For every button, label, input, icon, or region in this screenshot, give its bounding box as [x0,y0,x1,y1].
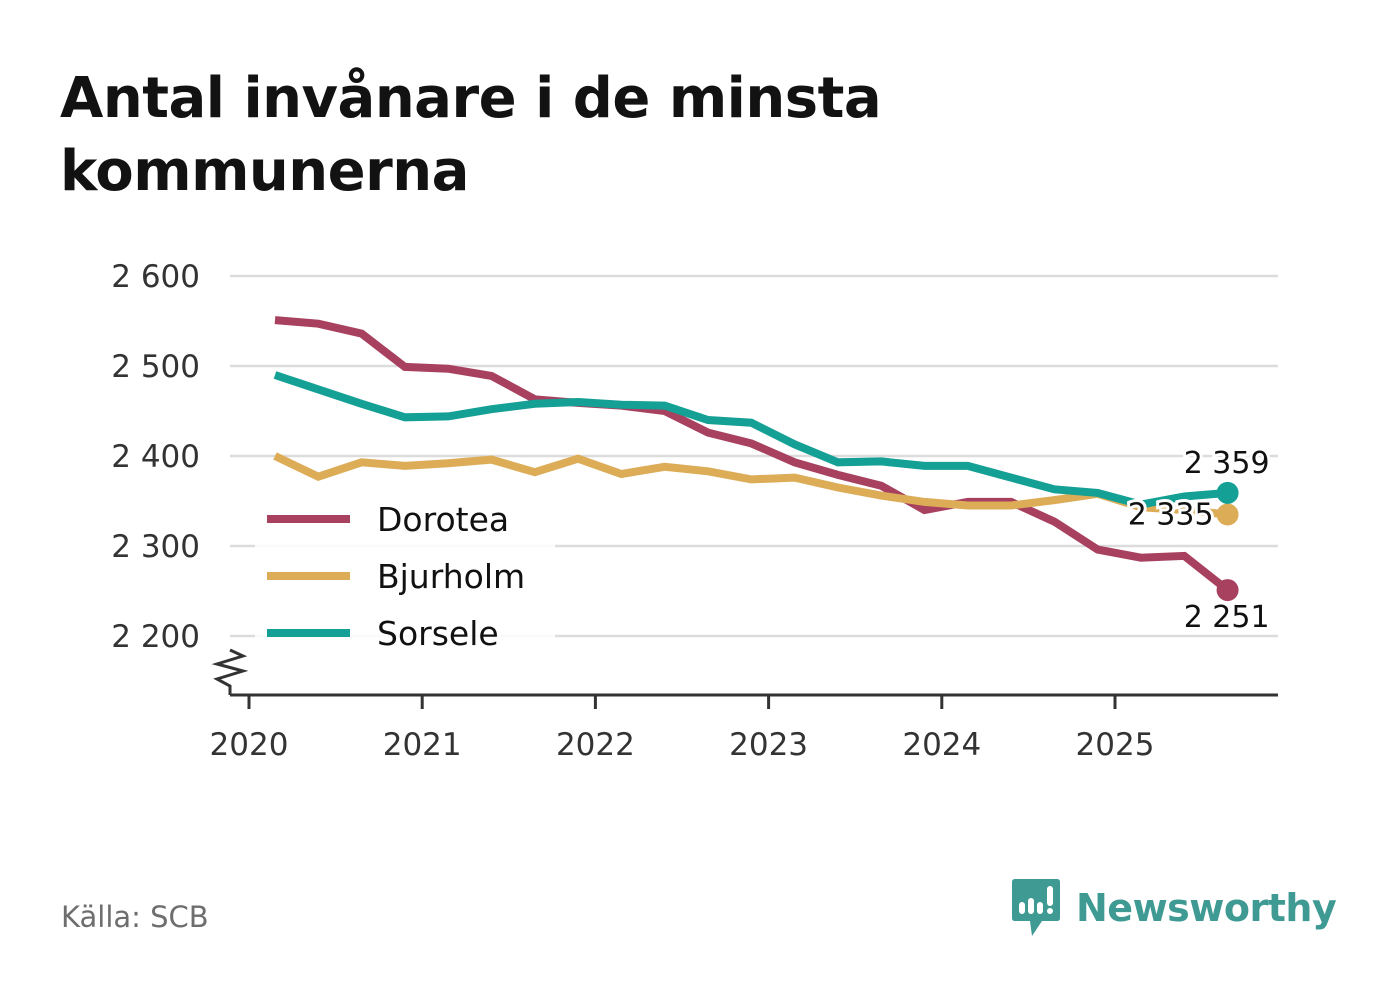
series-line-sorsele [273,371,1228,509]
legend-label: Bjurholm [377,557,525,596]
end-value-label: 2 359 [1184,446,1270,481]
end-value-label: 2 335 [1128,498,1214,533]
chart-title: Antal invånare i de minsta kommunerna [60,66,882,204]
x-tick-label: 2025 [1076,727,1155,763]
endpoint-marker-sorsele [1216,481,1239,504]
x-tick-label: 2024 [902,727,981,763]
y-tick-label: 2 500 [111,349,200,385]
series-line-bjurholm [273,452,1229,519]
end-value-label: 2 251 [1184,600,1270,635]
endpoint-marker-dorotea [1216,579,1239,602]
legend-label: Sorsele [377,614,499,653]
legend-label: Dorotea [377,500,509,539]
source-label: Källa: SCB [61,900,209,934]
brand-name: Newsworthy [1076,886,1337,930]
axis-break-icon [211,648,249,695]
x-tick-label: 2021 [383,727,462,763]
y-tick-label: 2 400 [111,439,200,475]
x-tick-label: 2023 [729,727,808,763]
newsworthy-logo-icon [1012,879,1060,936]
endpoint-marker-bjurholm [1216,503,1239,526]
x-tick-label: 2020 [210,727,289,763]
x-tick-label: 2022 [556,727,635,763]
series-line-dorotea [274,316,1231,594]
y-tick-label: 2 300 [111,529,200,565]
y-tick-label: 2 600 [111,259,200,295]
brand-logo: Newsworthy [1010,878,1337,938]
y-tick-label: 2 200 [111,619,200,655]
